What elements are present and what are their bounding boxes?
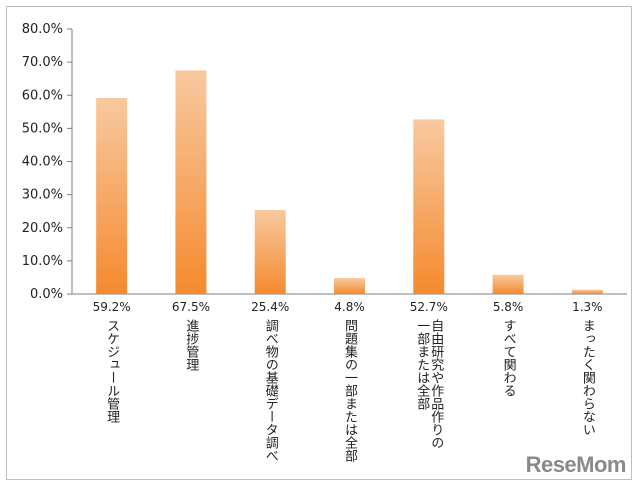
bar: [492, 274, 524, 294]
category-label: 自由研究や作品作りの: [428, 319, 444, 449]
bar: [96, 97, 128, 295]
category-label: 問題集の一部または全部: [342, 319, 358, 462]
data-label: 59.2%: [93, 300, 131, 314]
category-label: まったく関わらない: [580, 319, 596, 436]
chart-frame: 0.0% 10.0% 20.0% 30.0% 40.0% 50.0% 60.0% 70.0% 8…: [6, 6, 632, 480]
y-tick-label: 10.0%: [22, 254, 63, 269]
y-tick-label: 20.0%: [22, 221, 63, 236]
category-label: すべて関わる: [501, 319, 516, 397]
y-tick-label: 40.0%: [22, 155, 63, 170]
bars: [96, 70, 603, 295]
data-label: 5.8%: [493, 300, 524, 314]
y-tick-label: 60.0%: [22, 88, 63, 103]
category-labels: スケジュール管理 進捗管理 調べ物の基礎データ調べ 問題集の一部または全部 自由研究や作…: [104, 319, 595, 462]
bar: [175, 70, 207, 294]
data-label: 67.5%: [172, 300, 210, 314]
data-labels: 59.2% 67.5% 25.4% 4.8% 52.7% 5.8% 1.3%: [93, 300, 603, 314]
data-label: 25.4%: [251, 300, 289, 314]
bar: [413, 119, 445, 295]
y-tick-label: 30.0%: [22, 188, 63, 203]
watermark-logo: ReseMom: [525, 452, 627, 477]
y-tick-label: 50.0%: [22, 121, 63, 136]
bar: [254, 209, 286, 294]
data-label: 1.3%: [572, 300, 603, 314]
bar-chart: 0.0% 10.0% 20.0% 30.0% 40.0% 50.0% 60.0% 70.0% 8…: [22, 22, 627, 462]
category-label: 一部または全部: [414, 319, 430, 410]
category-label: 進捗管理: [183, 319, 199, 371]
bar: [334, 278, 365, 294]
category-label: 調べ物の基礎データ調べ: [263, 319, 279, 462]
y-tick-label: 80.0%: [22, 22, 63, 37]
y-tick-label: 0.0%: [30, 287, 63, 302]
y-axis: 0.0% 10.0% 20.0% 30.0% 40.0% 50.0% 60.0% 70.0% 8…: [22, 22, 627, 302]
data-label: 4.8%: [334, 300, 365, 314]
y-tick-label: 70.0%: [22, 55, 63, 70]
category-label: スケジュール管理: [104, 319, 120, 423]
bar: [571, 289, 603, 294]
data-label: 52.7%: [410, 300, 448, 314]
